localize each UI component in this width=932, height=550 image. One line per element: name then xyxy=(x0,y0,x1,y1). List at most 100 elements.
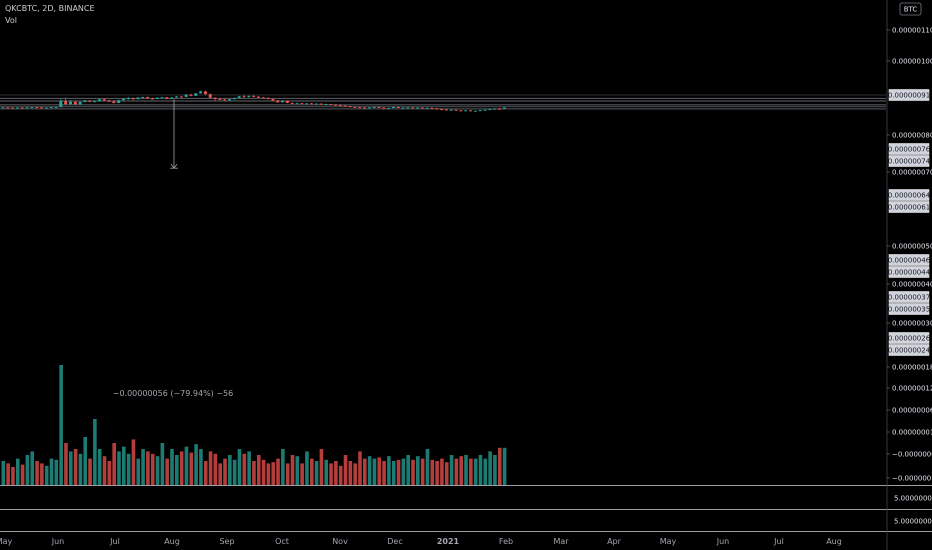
candle[interactable] xyxy=(314,103,318,105)
candle[interactable] xyxy=(488,108,492,111)
candle[interactable] xyxy=(334,104,338,106)
candle[interactable] xyxy=(44,107,48,109)
price-badge[interactable]: 0.00000044 xyxy=(888,266,931,278)
candle[interactable] xyxy=(430,107,434,109)
candle[interactable] xyxy=(300,102,304,105)
candle[interactable] xyxy=(141,96,145,99)
candle[interactable] xyxy=(223,98,227,102)
candle[interactable] xyxy=(493,108,497,110)
candle[interactable] xyxy=(435,108,439,110)
candle[interactable] xyxy=(382,107,386,109)
candle[interactable] xyxy=(305,102,309,105)
candle[interactable] xyxy=(502,107,506,110)
candle[interactable] xyxy=(179,95,183,98)
candle[interactable] xyxy=(49,107,53,109)
candle[interactable] xyxy=(170,97,174,99)
candle[interactable] xyxy=(478,109,482,112)
candle[interactable] xyxy=(184,94,188,98)
price-badge[interactable]: 0.00000026 xyxy=(888,332,931,344)
candle[interactable] xyxy=(387,107,391,110)
price-badge[interactable]: 0.00000024 xyxy=(888,344,931,356)
candle[interactable] xyxy=(15,107,19,109)
candle[interactable] xyxy=(30,106,34,109)
price-badge[interactable]: 0.00000046 xyxy=(888,254,931,266)
candle[interactable] xyxy=(459,110,463,112)
candle[interactable] xyxy=(444,109,448,111)
candle[interactable] xyxy=(160,96,164,99)
candle[interactable] xyxy=(146,96,150,99)
candle[interactable] xyxy=(440,108,444,111)
candle[interactable] xyxy=(367,107,371,109)
candle[interactable] xyxy=(353,106,357,108)
candle[interactable] xyxy=(126,96,130,100)
price-badge[interactable]: 0.00000064 xyxy=(888,189,931,201)
price-badge[interactable]: 0.00000061 xyxy=(888,201,930,213)
candle[interactable] xyxy=(295,102,299,105)
candle[interactable] xyxy=(266,97,270,100)
candle[interactable] xyxy=(343,105,347,107)
candle[interactable] xyxy=(203,90,207,95)
candle[interactable] xyxy=(290,102,294,105)
candle[interactable] xyxy=(377,106,381,108)
candle[interactable] xyxy=(425,107,429,109)
candle[interactable] xyxy=(68,100,72,105)
candle[interactable] xyxy=(237,95,241,99)
candle[interactable] xyxy=(136,97,140,100)
currency-badge[interactable]: BTC xyxy=(899,2,922,16)
price-badge[interactable]: 0.00000076 xyxy=(888,143,931,155)
candle[interactable] xyxy=(189,93,193,97)
candle[interactable] xyxy=(454,109,458,111)
candle[interactable] xyxy=(252,95,256,98)
candle[interactable] xyxy=(232,97,236,100)
candle[interactable] xyxy=(285,100,289,104)
candle[interactable] xyxy=(228,98,232,101)
candle[interactable] xyxy=(64,97,68,106)
candle[interactable] xyxy=(40,107,44,109)
candle[interactable] xyxy=(155,97,159,100)
candle[interactable] xyxy=(309,102,313,105)
candle[interactable] xyxy=(261,96,265,99)
candle[interactable] xyxy=(73,100,77,106)
candle[interactable] xyxy=(194,92,198,97)
candle[interactable] xyxy=(348,105,352,108)
candle[interactable] xyxy=(358,106,362,109)
candle[interactable] xyxy=(242,95,246,98)
candle[interactable] xyxy=(401,107,405,109)
candle[interactable] xyxy=(102,98,106,101)
candle[interactable] xyxy=(88,100,92,103)
candle[interactable] xyxy=(469,110,473,112)
candle[interactable] xyxy=(449,109,453,111)
candle[interactable] xyxy=(117,99,121,104)
candle[interactable] xyxy=(54,106,58,109)
candle[interactable] xyxy=(473,110,477,112)
candle[interactable] xyxy=(247,95,251,98)
candle[interactable] xyxy=(213,97,217,101)
candle[interactable] xyxy=(208,93,212,99)
candle[interactable] xyxy=(35,106,39,109)
candle[interactable] xyxy=(271,98,275,102)
candle[interactable] xyxy=(338,104,342,107)
candle[interactable] xyxy=(20,107,24,109)
candle[interactable] xyxy=(319,103,323,105)
candle[interactable] xyxy=(11,107,15,109)
price-badge[interactable]: 0.00000091 xyxy=(888,89,930,101)
candle[interactable] xyxy=(372,106,376,108)
candle[interactable] xyxy=(122,98,125,101)
candle[interactable] xyxy=(256,96,260,99)
candle[interactable] xyxy=(420,107,424,109)
candle[interactable] xyxy=(483,109,487,111)
candle[interactable] xyxy=(150,97,154,100)
candle[interactable] xyxy=(324,103,328,106)
candle[interactable] xyxy=(25,107,29,109)
candle[interactable] xyxy=(1,107,5,109)
candle[interactable] xyxy=(199,90,203,94)
candle[interactable] xyxy=(83,99,87,103)
candle[interactable] xyxy=(78,101,82,105)
candle[interactable] xyxy=(396,106,400,109)
candle[interactable] xyxy=(329,103,333,106)
candle[interactable] xyxy=(107,99,111,103)
candle[interactable] xyxy=(165,96,169,100)
candle[interactable] xyxy=(416,107,420,109)
candle[interactable] xyxy=(59,98,63,108)
